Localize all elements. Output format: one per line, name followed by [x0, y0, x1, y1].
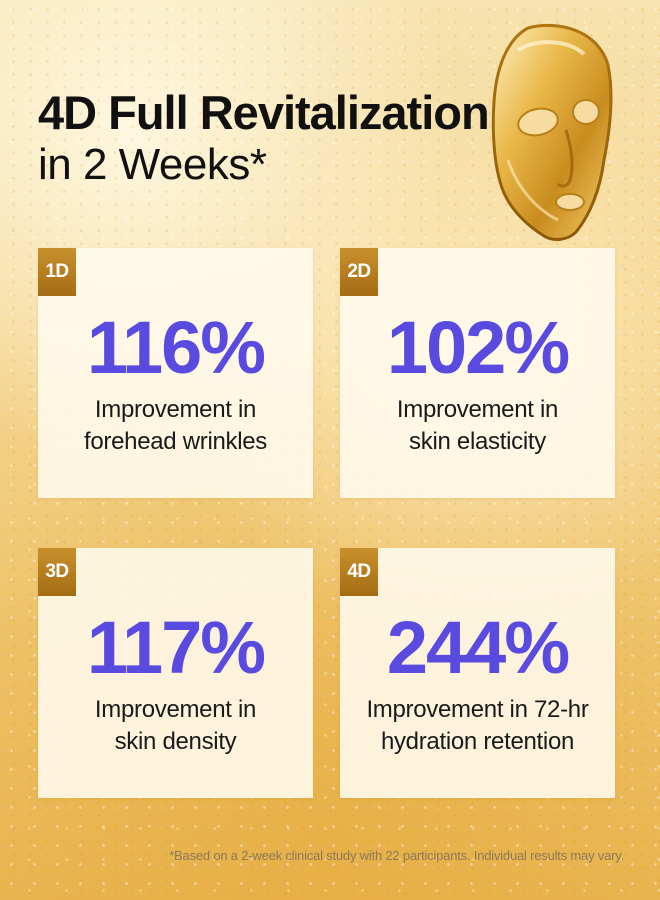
stat-badge: 2D — [340, 248, 378, 296]
stat-description-line1: Improvement in — [94, 696, 257, 723]
stat-description-line1: Improvement in 72-hr — [366, 696, 589, 723]
stat-badge: 4D — [340, 548, 378, 596]
stat-description-line1: Improvement in — [396, 396, 559, 423]
stat-description: Improvement in skin elasticity — [340, 394, 615, 458]
stat-percent: 244% — [386, 606, 570, 689]
stat-badge: 1D — [38, 248, 76, 296]
headline-title: 4D Full Revitalization — [38, 86, 490, 139]
headline: 4D Full Revitalization in 2 Weeks* — [38, 86, 490, 190]
stat-card-2d: 2D 102% Improvement in skin elasticity — [340, 248, 615, 498]
stat-description: Improvement in skin density — [38, 694, 313, 758]
stat-percent: 116% — [86, 306, 266, 389]
stat-percent: 117% — [86, 606, 266, 689]
stat-badge: 3D — [38, 548, 76, 596]
gold-sheet-mask-icon — [491, 23, 613, 241]
stat-description-line2: forehead wrinkles — [84, 428, 267, 455]
stat-description-line1: Improvement in — [94, 396, 257, 423]
footnote: *Based on a 2-week clinical study with 2… — [169, 848, 624, 863]
stat-percent: 102% — [386, 306, 570, 389]
stat-description: Improvement in forehead wrinkles — [38, 394, 313, 458]
headline-subtitle: in 2 Weeks* — [38, 140, 267, 189]
stat-card-4d: 4D 244% Improvement in 72-hr hydration r… — [340, 548, 615, 798]
stat-description-line2: skin elasticity — [409, 428, 546, 455]
stat-card-1d: 1D 116% Improvement in forehead wrinkles — [38, 248, 313, 498]
stat-description-line2: skin density — [114, 728, 237, 755]
stat-description: Improvement in 72-hr hydration retention — [340, 694, 615, 758]
stat-description-line2: hydration retention — [380, 728, 575, 755]
stat-card-3d: 3D 117% Improvement in skin density — [38, 548, 313, 798]
